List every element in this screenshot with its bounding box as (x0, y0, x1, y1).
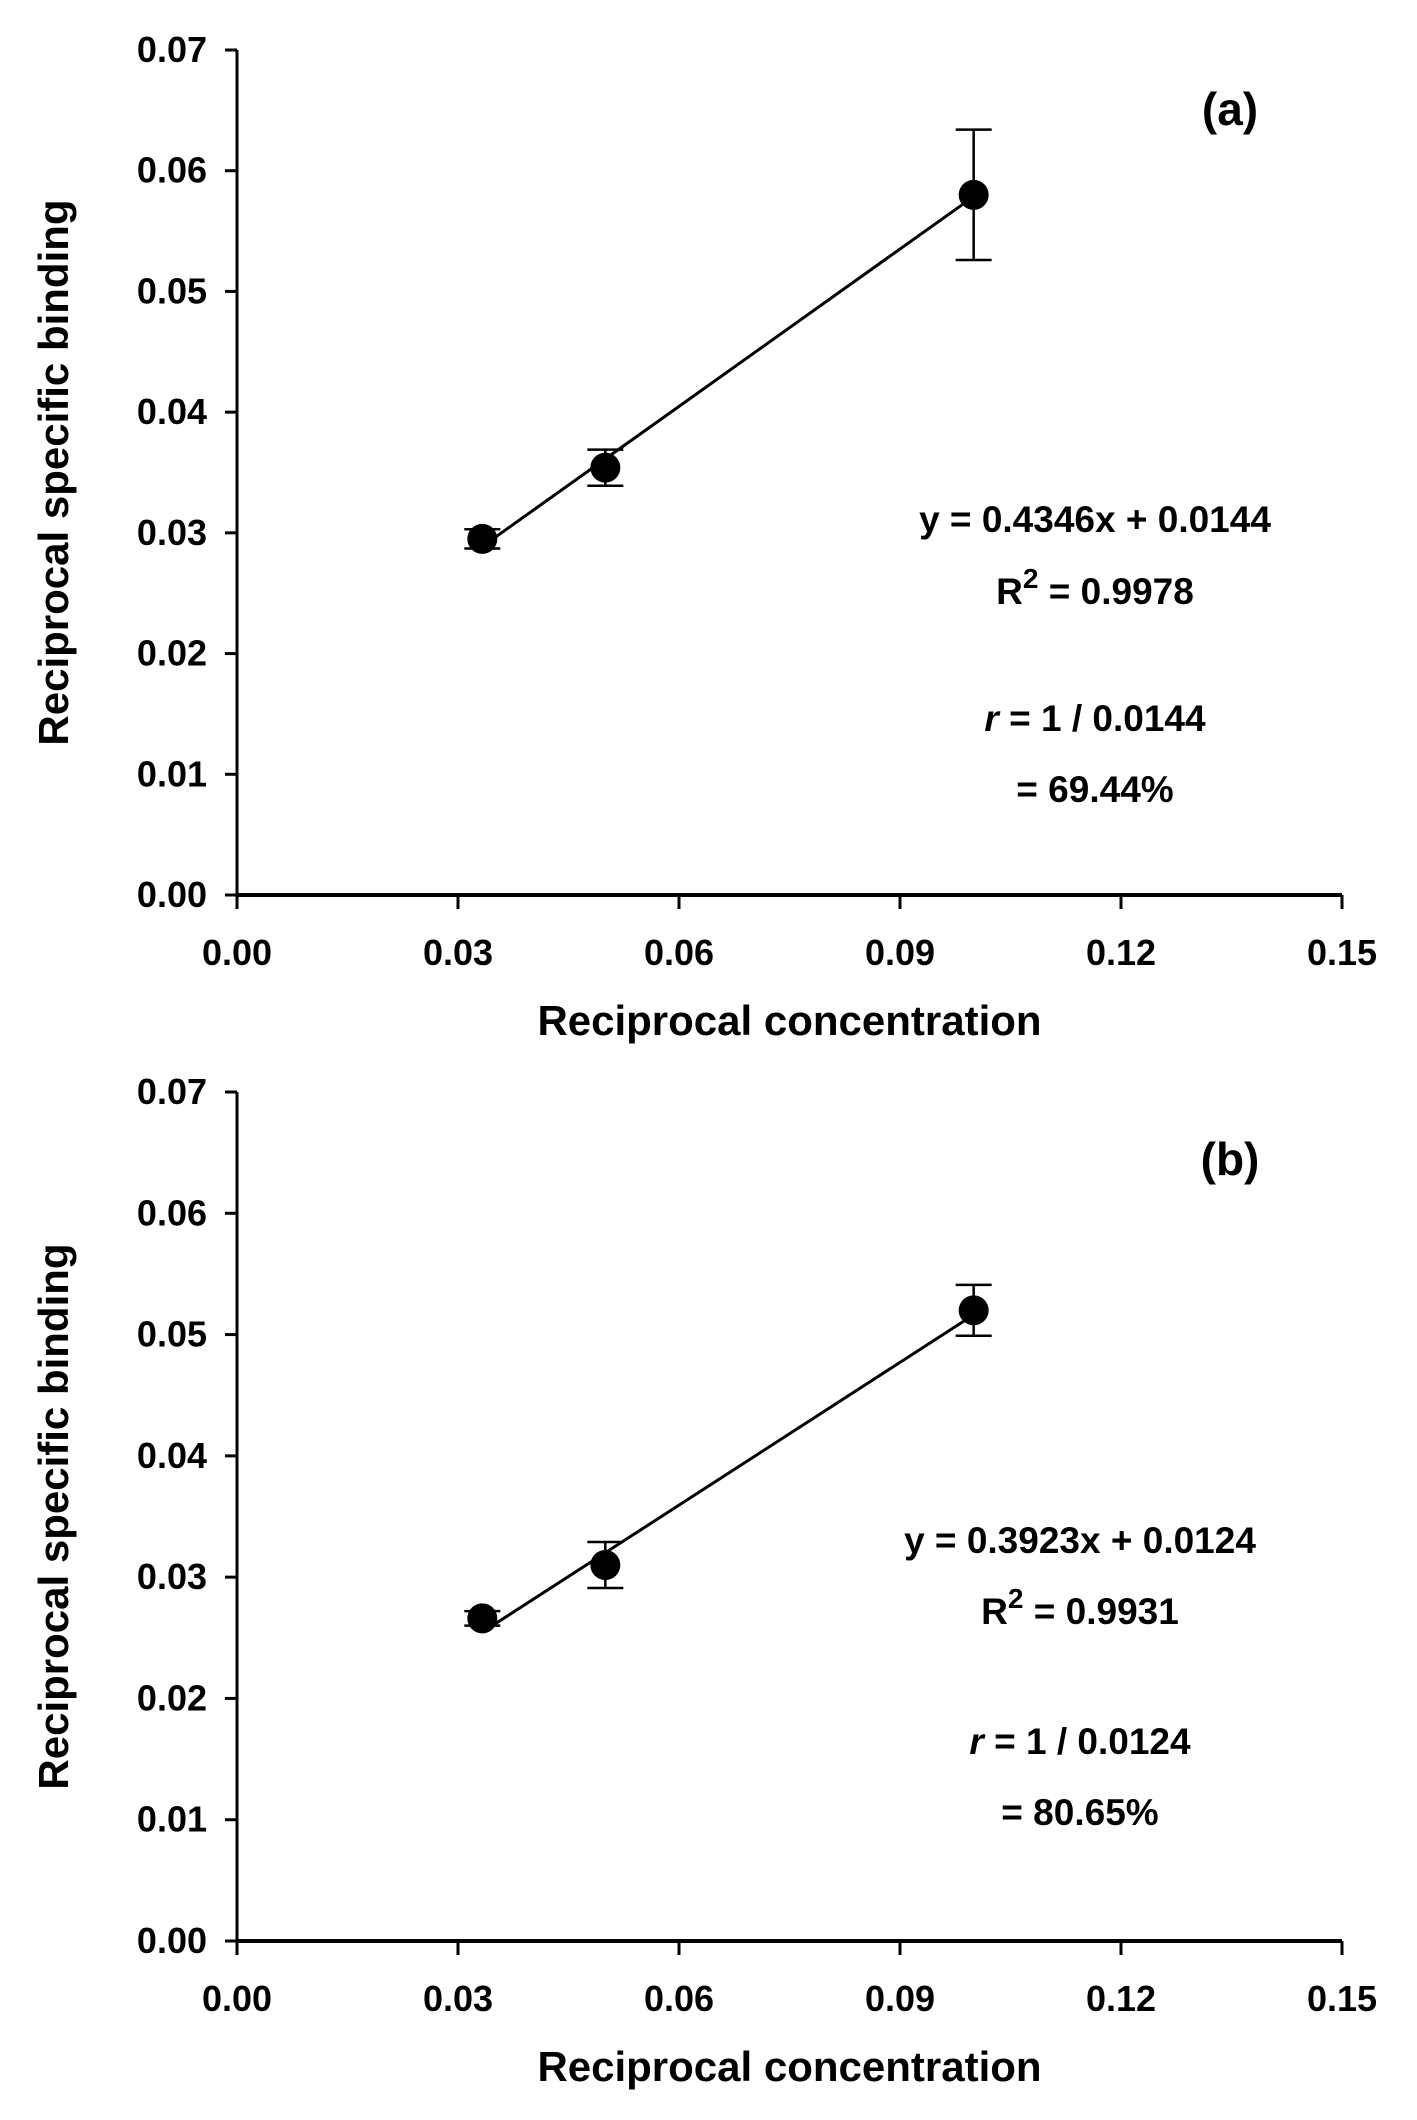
y-tick-label: 0.03 (137, 1556, 207, 1597)
y-tick-label: 0.07 (137, 1071, 207, 1112)
regression-line (481, 1313, 975, 1634)
r-squared: R2 = 0.9978 (996, 563, 1194, 612)
y-axis-title: Reciprocal specific binding (30, 199, 77, 745)
y-tick-label: 0.03 (137, 512, 207, 553)
data-point (590, 452, 621, 483)
r-squared-symbol: R (996, 571, 1023, 612)
r-expression-value: = 1 / 0.0144 (999, 698, 1206, 739)
y-tick-label: 0.00 (137, 874, 207, 915)
x-tick-label: 0.06 (644, 1978, 714, 2019)
r-squared-symbol: R (981, 1591, 1008, 1632)
r-variable: r (969, 1721, 986, 1762)
y-tick-label: 0.07 (137, 29, 207, 70)
r-squared: R2 = 0.9931 (981, 1583, 1179, 1632)
data-point (958, 1295, 989, 1326)
panel-label: (b) (1201, 1133, 1260, 1185)
data-point (590, 1550, 621, 1581)
x-tick-label: 0.15 (1307, 1978, 1377, 2019)
r-squared-superscript: 2 (1023, 563, 1039, 594)
y-tick-label: 0.06 (137, 1192, 207, 1233)
r-squared-value: = 0.9978 (1038, 571, 1193, 612)
data-point (958, 179, 989, 210)
x-tick-label: 0.03 (423, 932, 493, 973)
x-tick-label: 0.06 (644, 932, 714, 973)
fit-equation: y = 0.3923x + 0.0124 (904, 1520, 1256, 1561)
r-expression: r = 1 / 0.0144 (984, 698, 1206, 739)
y-tick-label: 0.06 (137, 150, 207, 191)
x-tick-label: 0.00 (202, 932, 272, 973)
x-tick-label: 0.09 (865, 1978, 935, 2019)
r-result: = 69.44% (1016, 769, 1173, 810)
y-tick-label: 0.04 (137, 391, 207, 432)
y-tick-label: 0.05 (137, 270, 207, 311)
chart-panel-b: 0.00 0.01 0.02 0.03 0.04 0.05 0.06 0.07 0.00 0.03… (30, 1071, 1377, 2090)
r-expression-value: = 1 / 0.0124 (984, 1721, 1191, 1762)
x-axis-title: Reciprocal concentration (537, 997, 1041, 1044)
x-tick-label: 0.12 (1086, 1978, 1156, 2019)
x-tick-label: 0.03 (423, 1978, 493, 2019)
y-axis-title: Reciprocal specific binding (30, 1243, 77, 1789)
x-tick-label: 0.15 (1307, 932, 1377, 973)
chart-panel-a: 0.00 0.01 0.02 0.03 0.04 0.05 0.06 0.07 0.00 0.03… (30, 29, 1377, 1044)
data-point (467, 523, 498, 554)
y-tick-label: 0.00 (137, 1920, 207, 1961)
y-tick-label: 0.02 (137, 1677, 207, 1718)
y-tick-label: 0.02 (137, 633, 207, 674)
r-squared-superscript: 2 (1008, 1583, 1024, 1614)
y-tick-label: 0.05 (137, 1314, 207, 1355)
r-expression: r = 1 / 0.0124 (969, 1721, 1191, 1762)
panel-label: (a) (1202, 83, 1258, 135)
regression-line (481, 195, 975, 548)
y-tick-label: 0.01 (137, 753, 207, 794)
fit-equation: y = 0.4346x + 0.0144 (919, 499, 1271, 540)
data-point (467, 1603, 498, 1634)
r-result: = 80.65% (1001, 1792, 1158, 1833)
x-tick-label: 0.00 (202, 1978, 272, 2019)
y-tick-label: 0.04 (137, 1435, 207, 1476)
x-tick-label: 0.12 (1086, 932, 1156, 973)
r-squared-value: = 0.9931 (1023, 1591, 1178, 1632)
x-tick-label: 0.09 (865, 932, 935, 973)
r-variable: r (984, 698, 1001, 739)
y-tick-label: 0.01 (137, 1799, 207, 1840)
x-axis-title: Reciprocal concentration (537, 2043, 1041, 2090)
